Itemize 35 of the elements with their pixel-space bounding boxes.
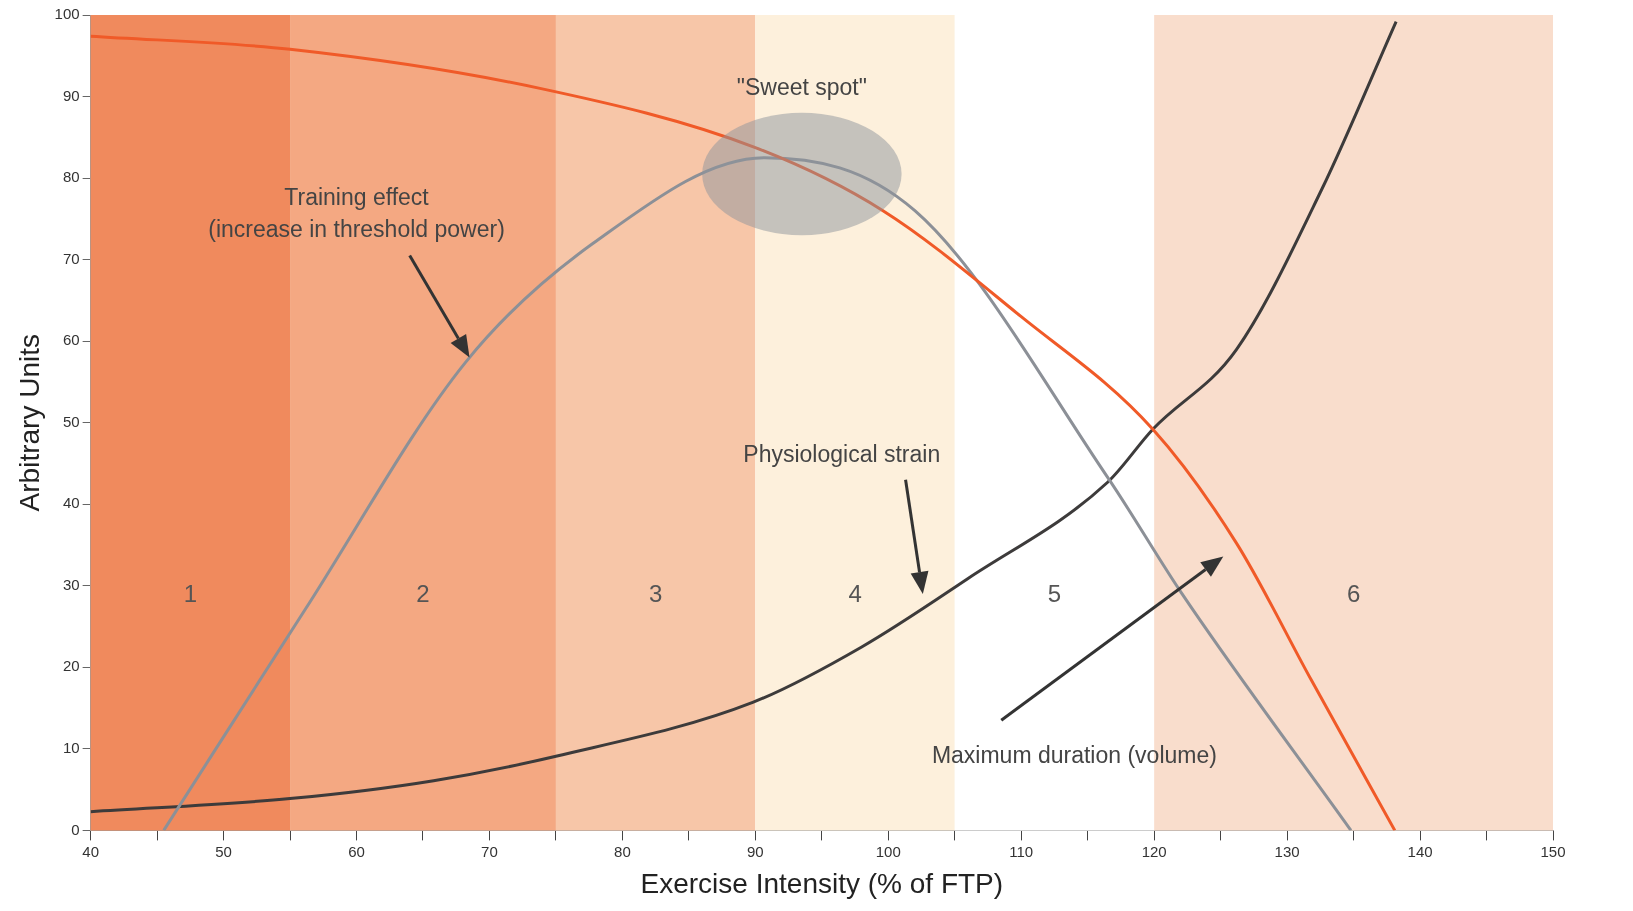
y-tick-label: 10 bbox=[62, 739, 80, 756]
x-tick-label: 70 bbox=[481, 842, 498, 860]
annotation: Maximum duration (volume) bbox=[931, 742, 1217, 769]
y-tick-label: 0 bbox=[71, 820, 80, 838]
y-axis-title: Arbitrary Units bbox=[13, 334, 45, 512]
band-label: 6 bbox=[1346, 580, 1361, 608]
x-tick-label: 120 bbox=[1141, 842, 1167, 860]
x-tick-label: 50 bbox=[215, 842, 232, 860]
y-tick-label: 60 bbox=[62, 331, 80, 349]
y-tick-label: 100 bbox=[54, 5, 80, 23]
band-label: 3 bbox=[648, 580, 663, 608]
y-tick-label: 50 bbox=[62, 412, 80, 430]
y-tick-label: 40 bbox=[62, 494, 80, 512]
x-tick-label: 110 bbox=[1009, 842, 1034, 860]
x-tick-label: 40 bbox=[82, 842, 99, 860]
band-label: 5 bbox=[1047, 580, 1062, 608]
y-tick-label: 90 bbox=[62, 86, 80, 104]
y-tick-label: 70 bbox=[62, 249, 80, 267]
y-tick-label: 30 bbox=[62, 575, 80, 593]
x-axis-title: Exercise Intensity (% of FTP) bbox=[640, 867, 1004, 899]
annotation: Training effect (increase in threshold power) bbox=[208, 184, 505, 243]
band-label: 4 bbox=[848, 580, 862, 608]
band-label: 1 bbox=[183, 580, 198, 608]
band-label: 2 bbox=[416, 580, 430, 608]
y-tick-label: 20 bbox=[62, 657, 80, 675]
x-tick-label: 80 bbox=[614, 842, 631, 860]
x-tick-label: 100 bbox=[875, 842, 901, 860]
x-tick-label: 90 bbox=[747, 842, 764, 860]
annotation: Physiological strain bbox=[743, 440, 941, 467]
x-tick-label: 130 bbox=[1274, 842, 1300, 860]
annotation: "Sweet spot" bbox=[736, 73, 867, 100]
x-tick-label: 140 bbox=[1407, 842, 1433, 860]
y-tick-label: 80 bbox=[62, 168, 80, 186]
x-tick-label: 60 bbox=[348, 842, 365, 860]
x-tick-label: 150 bbox=[1540, 842, 1566, 860]
